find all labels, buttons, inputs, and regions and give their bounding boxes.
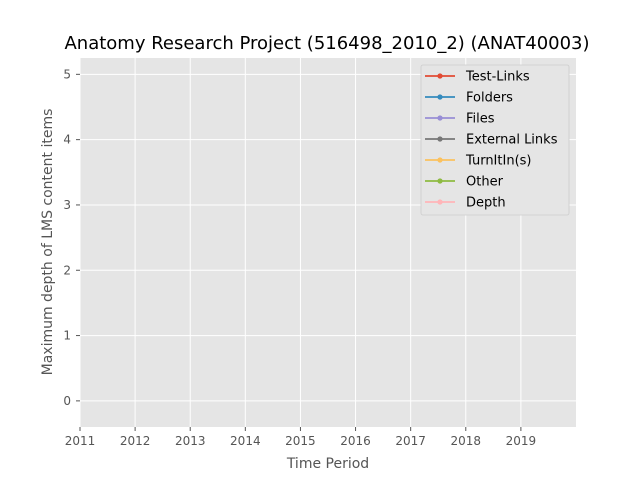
x-axis-ticks: 2011 2012 2013 2014 2015 2016 2017 2018 2019 <box>65 427 536 448</box>
legend-entry-files: Files <box>425 112 495 127</box>
x-tick-label: 2017 <box>395 434 426 448</box>
legend-entry-folders: Folders <box>425 91 513 106</box>
x-tick-label: 2013 <box>175 434 206 448</box>
legend-marker-test-links <box>437 73 443 79</box>
y-axis-ticks: 0 1 2 3 4 5 <box>63 67 80 408</box>
legend: Test-Links Folders Files External Links Turn… <box>420 64 570 216</box>
y-tick-label: 5 <box>63 67 71 81</box>
x-tick-label: 2015 <box>285 434 316 448</box>
legend-box <box>420 64 570 216</box>
y-axis-label: Maximum depth of LMS content items <box>40 109 56 376</box>
legend-marker-external-links <box>437 136 443 142</box>
legend-marker-turnitin-s <box>437 157 443 163</box>
x-tick-label: 2016 <box>340 434 371 448</box>
x-axis-label: Time Period <box>286 456 369 472</box>
legend-label-folders: Folders <box>466 91 513 106</box>
legend-entry-turnitin-s: TurnItIn(s) <box>425 154 531 169</box>
legend-label-files: Files <box>466 112 495 127</box>
y-tick-label: 0 <box>63 394 71 408</box>
legend-label-depth: Depth <box>466 196 506 211</box>
y-tick-label: 3 <box>63 198 71 212</box>
x-tick-label: 2019 <box>506 434 537 448</box>
legend-marker-files <box>437 115 443 121</box>
x-tick-label: 2011 <box>65 434 96 448</box>
legend-entry-depth: Depth <box>425 196 506 211</box>
legend-marker-other <box>437 178 443 184</box>
x-tick-label: 2014 <box>230 434 261 448</box>
chart-title: Anatomy Research Project (516498_2010_2)… <box>64 33 589 54</box>
legend-label-other: Other <box>466 175 504 190</box>
legend-label-external-links: External Links <box>466 133 558 148</box>
legend-entry-external-links: External Links <box>425 133 558 148</box>
legend-label-test-links: Test-Links <box>465 70 530 85</box>
x-tick-label: 2012 <box>120 434 151 448</box>
legend-marker-folders <box>437 94 443 100</box>
y-tick-label: 2 <box>63 263 71 277</box>
y-tick-label: 4 <box>63 133 71 147</box>
legend-marker-depth <box>437 199 443 205</box>
y-tick-label: 1 <box>63 329 71 343</box>
legend-entry-other: Other <box>425 175 504 190</box>
legend-label-turnitin-s: TurnItIn(s) <box>465 154 531 169</box>
legend-entry-test-links: Test-Links <box>425 70 530 85</box>
x-tick-label: 2018 <box>451 434 482 448</box>
